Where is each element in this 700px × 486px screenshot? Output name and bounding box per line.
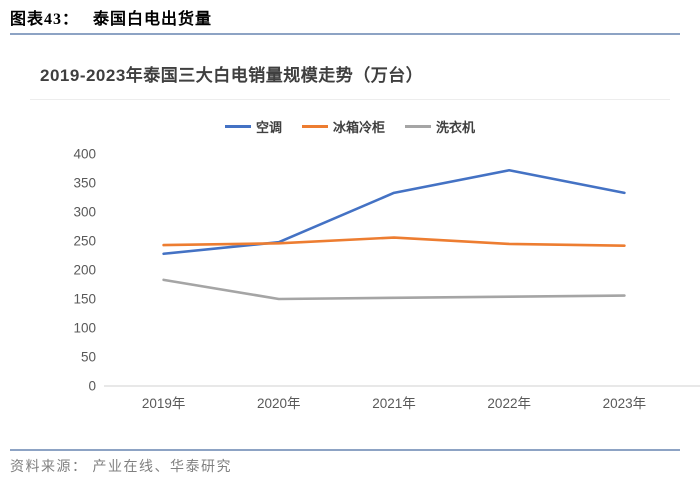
- series-line-1: [162, 236, 626, 247]
- legend-swatch: [301, 124, 328, 128]
- legend-swatch: [224, 124, 251, 128]
- figure-header-text: 图表43： 泰国白电出货量: [10, 11, 212, 28]
- footer-divider: [10, 449, 680, 451]
- series-line-0: [162, 168, 626, 256]
- y-tick-label: 100: [73, 321, 96, 336]
- y-tick-label: 50: [81, 350, 96, 365]
- figure-title: 泰国白电出货量: [93, 11, 213, 28]
- y-tick-label: 300: [73, 205, 96, 220]
- chart-legend: 空调 冰箱冷柜 洗衣机: [28, 117, 672, 136]
- source-text: 资料来源： 产业在线、华泰研究: [10, 460, 232, 475]
- y-tick-label: 150: [73, 292, 96, 307]
- x-tick-label: 2023年: [603, 396, 647, 411]
- y-tick-label: 400: [73, 147, 96, 162]
- chart-card: 2019-2023年泰国三大白电销量规模走势（万台） 空调 冰箱冷柜 洗衣机 0 50…: [28, 47, 700, 419]
- y-tick-label: 200: [73, 263, 96, 278]
- y-tick-label: 250: [73, 234, 96, 249]
- title-divider: [30, 99, 670, 100]
- chart-title: 2019-2023年泰国三大白电销量规模走势（万台）: [40, 66, 424, 85]
- x-tick-label: 2019年: [142, 396, 186, 411]
- chart-area: 0 50 100 150 200 250 300 350 400 2019年 2020年 2021年 2…: [48, 138, 700, 419]
- figure-header: 图表43： 泰国白电出货量: [0, 0, 700, 29]
- series-line-2: [162, 278, 626, 301]
- legend-item: 冰箱冷柜: [301, 117, 385, 136]
- figure-footer: 资料来源： 产业在线、华泰研究: [0, 449, 700, 486]
- legend-label: 冰箱冷柜: [332, 119, 385, 135]
- chart-svg: 0 50 100 150 200 250 300 350 400 2019年 2020年 2021年 2…: [73, 147, 700, 411]
- header-divider: [10, 33, 680, 35]
- legend-item: 洗衣机: [405, 117, 475, 136]
- legend-label: 洗衣机: [436, 119, 476, 135]
- y-tick-label: 0: [88, 379, 96, 394]
- figure-number: 图表43：: [10, 11, 80, 28]
- legend-swatch: [405, 124, 431, 128]
- legend-item: 空调: [224, 117, 282, 136]
- x-tick-label: 2022年: [487, 396, 531, 411]
- x-tick-label: 2021年: [372, 396, 416, 411]
- legend-label: 空调: [255, 119, 282, 135]
- x-tick-label: 2020年: [257, 396, 301, 411]
- y-tick-label: 350: [73, 176, 96, 191]
